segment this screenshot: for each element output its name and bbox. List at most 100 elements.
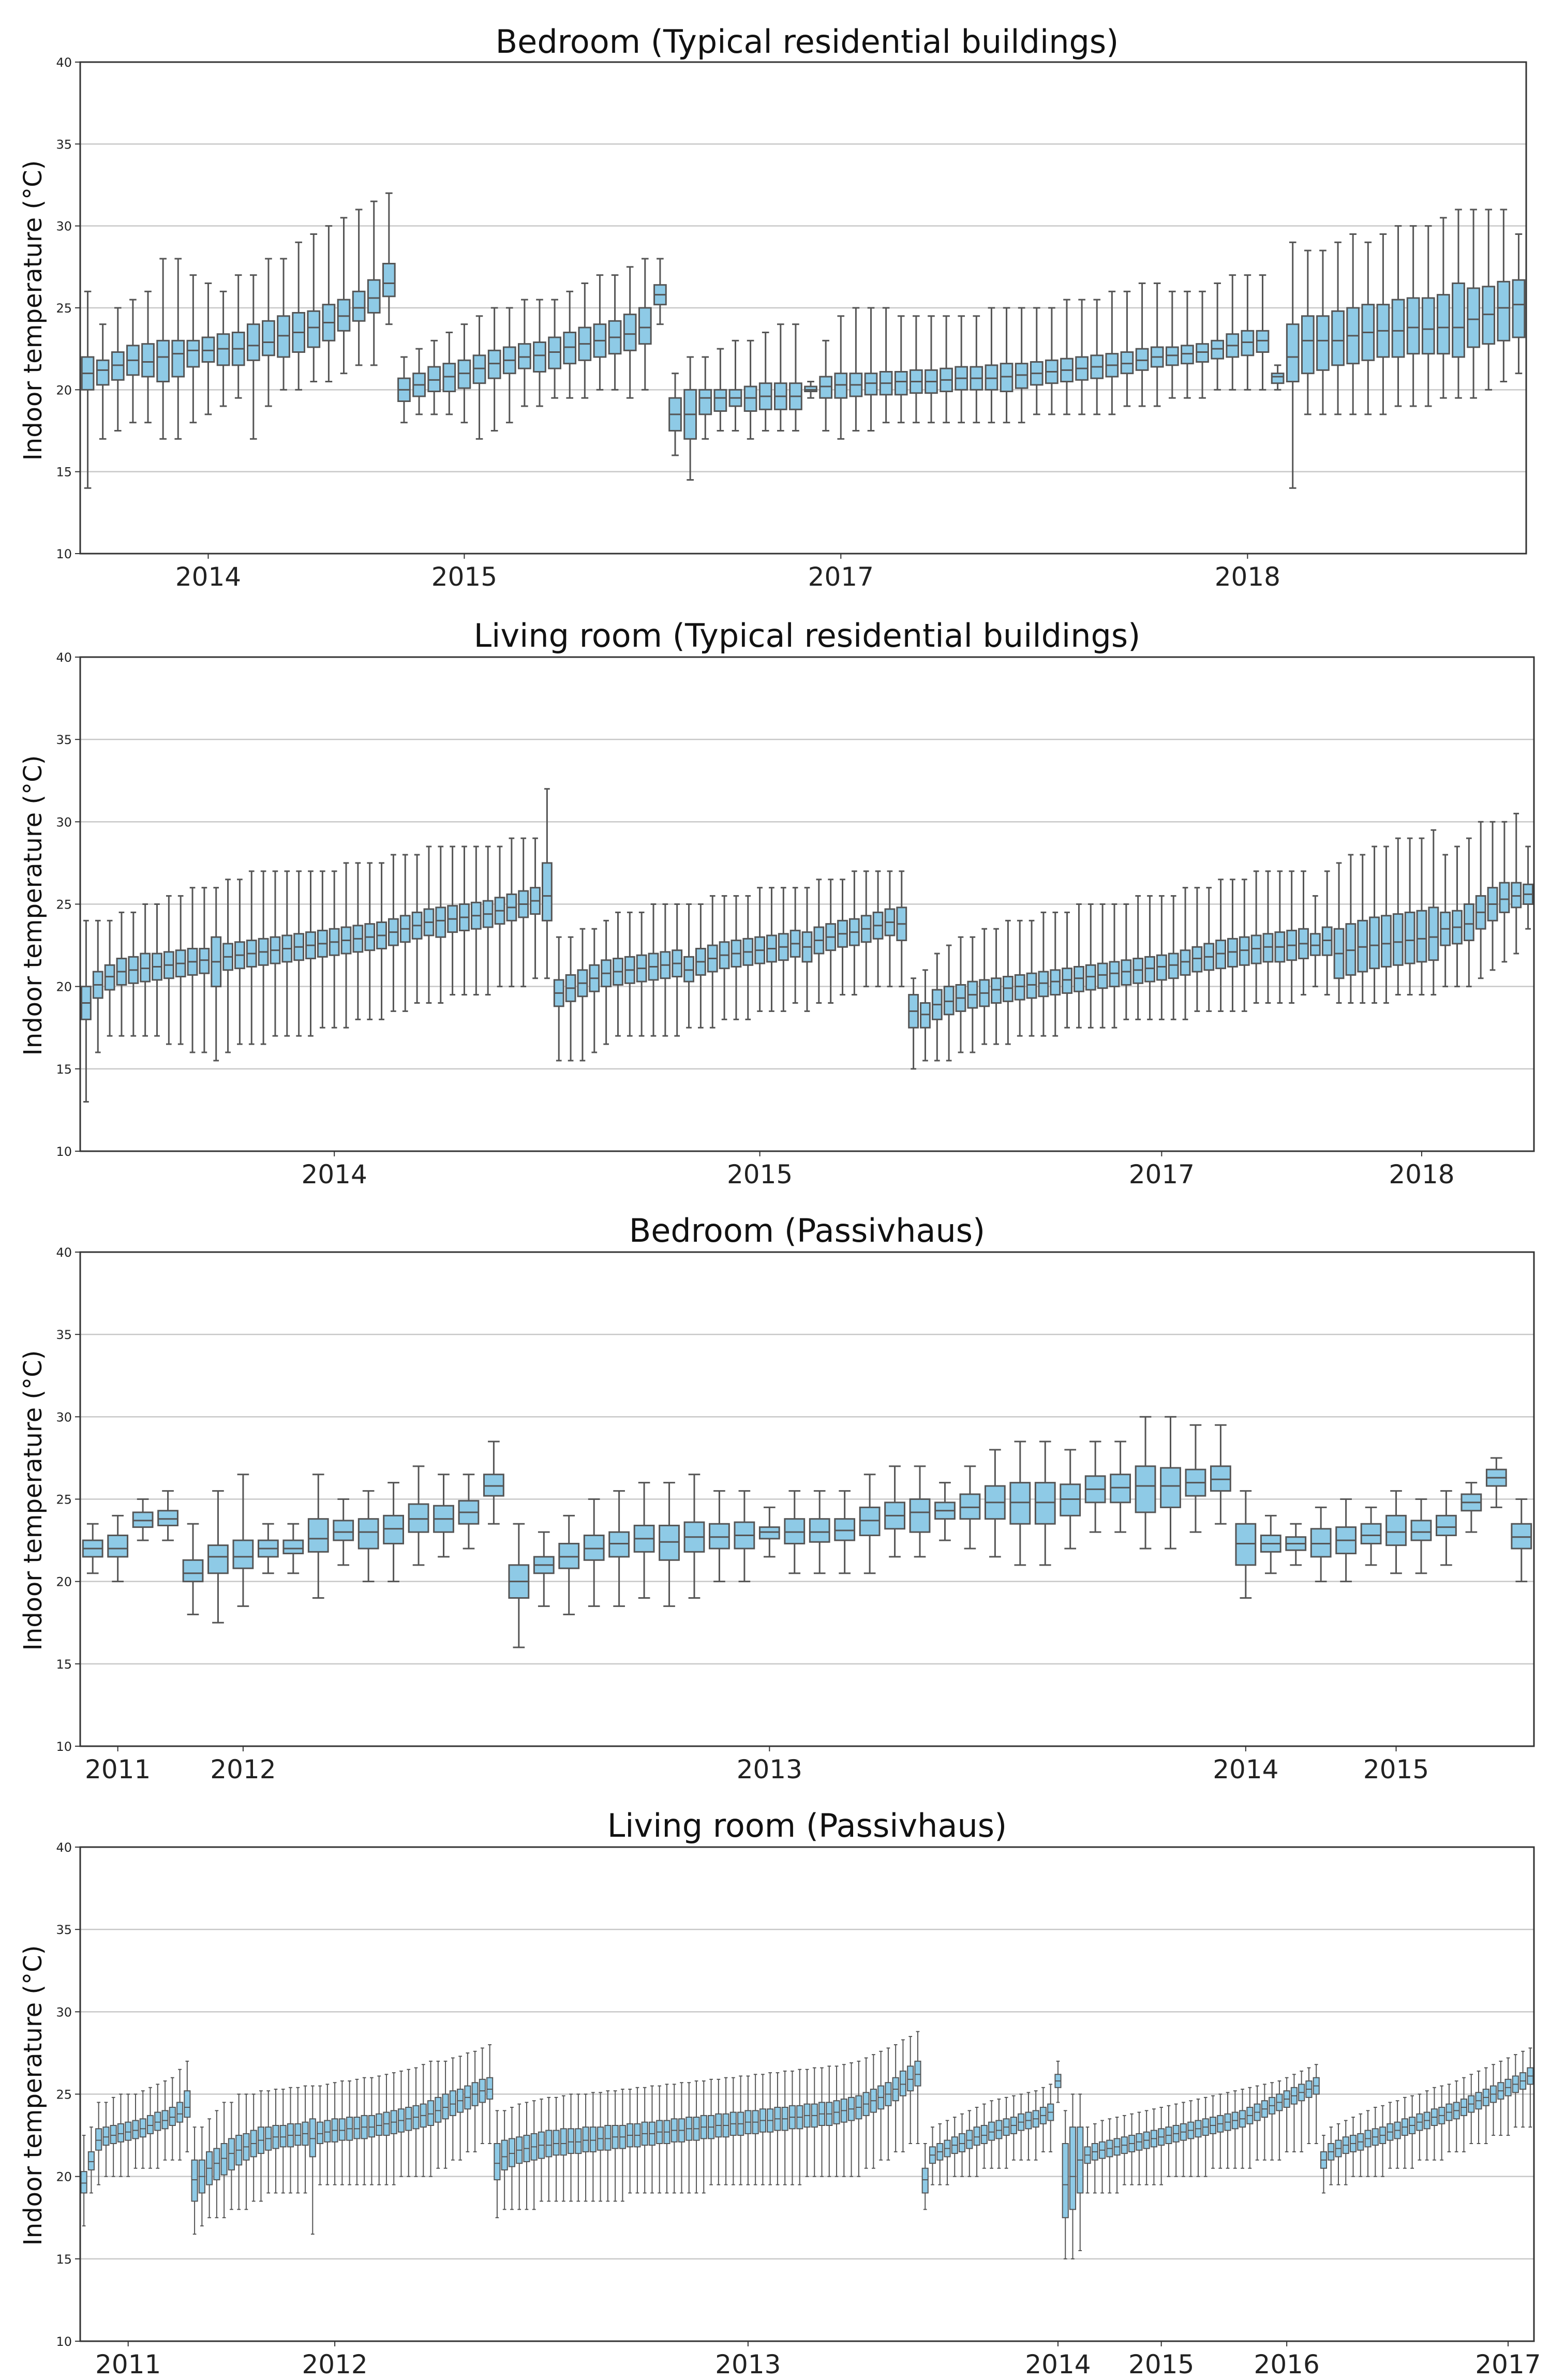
box [558, 1542, 580, 1569]
box-plot [722, 2077, 729, 2185]
box-plot [1239, 879, 1250, 1012]
box [560, 2128, 567, 2156]
box-plot [1313, 2064, 1320, 2144]
box-plot [767, 2072, 774, 2185]
box-plot [1392, 837, 1404, 996]
box-plot [758, 1506, 780, 1558]
box-plot [719, 895, 730, 1020]
box-plot [502, 307, 516, 424]
box-plot [232, 1474, 254, 1607]
box-plot [1009, 1440, 1031, 1566]
box [383, 1514, 404, 1544]
box-plot [685, 2082, 693, 2194]
x-tick-label: 2016 [1254, 2349, 1320, 2379]
box-plot [789, 323, 802, 432]
box [1241, 330, 1255, 356]
box-plot [583, 1498, 605, 1607]
box-plot [307, 233, 321, 382]
box-plot [970, 315, 983, 424]
box-plot [1482, 2067, 1489, 2144]
box-plot [486, 2044, 494, 2144]
box [107, 1535, 129, 1558]
box-plot [604, 2090, 612, 2202]
box-plot [265, 2090, 272, 2194]
box-plot [1261, 2084, 1268, 2161]
box-plot [648, 903, 659, 1037]
box-plot [1180, 887, 1191, 1020]
box-plot [804, 381, 817, 399]
box [1120, 351, 1134, 375]
box-plot [538, 2099, 545, 2202]
box-plot [132, 2093, 139, 2169]
box [914, 2060, 921, 2087]
box-plot [530, 837, 541, 979]
box-plot [818, 2067, 826, 2177]
x-tick-label: 2015 [1363, 1754, 1429, 1784]
y-axis-label: Indoor temperature (°C) [19, 755, 48, 1056]
box [1215, 940, 1227, 970]
box-plot [1144, 895, 1155, 1020]
box-plot [1364, 2110, 1372, 2177]
box-plot [161, 2080, 169, 2161]
box-plot [1504, 2057, 1512, 2136]
box-plot [207, 1490, 229, 1624]
box-plot [1379, 2105, 1387, 2177]
box [191, 2159, 198, 2202]
box [435, 2096, 442, 2123]
box [1085, 964, 1096, 991]
box [501, 2139, 508, 2170]
box [1014, 974, 1025, 1001]
box-plot [220, 2102, 228, 2219]
box-plot [907, 2036, 914, 2144]
box-plot [1090, 299, 1104, 415]
box-plot [1215, 879, 1227, 1012]
box-plot [81, 919, 92, 1103]
box-plot [1098, 2120, 1106, 2194]
box-plot [1109, 903, 1120, 1029]
y-tick-label: 15 [56, 465, 72, 480]
box-plot [1335, 1498, 1357, 1583]
box-plot [1246, 2087, 1254, 2169]
box-plot [1074, 903, 1084, 1029]
box-plot [494, 2110, 501, 2219]
box-plot [333, 1498, 354, 1566]
box [899, 2070, 906, 2096]
box-plot [870, 2054, 877, 2169]
box [132, 1511, 154, 1528]
box-plot [773, 323, 787, 432]
box-plot [1239, 2088, 1246, 2169]
box-plot [1487, 821, 1498, 971]
box-plot [293, 870, 305, 1037]
box-plot [698, 356, 712, 440]
box-plot [734, 1490, 755, 1583]
box-plot [1286, 870, 1298, 1004]
box [1235, 1523, 1257, 1566]
box-plot [955, 315, 968, 424]
box-plot [837, 879, 848, 996]
box-plot [132, 1498, 154, 1541]
box-plot [613, 911, 623, 1037]
box [125, 2121, 132, 2141]
box [1392, 913, 1404, 966]
box [1301, 315, 1315, 375]
box-plot [683, 903, 694, 1029]
box-plot [894, 315, 908, 424]
box-plot [1428, 829, 1439, 996]
box-plot [1333, 862, 1345, 1004]
box-plot [849, 307, 863, 432]
box [1416, 910, 1427, 963]
box-plot [435, 845, 446, 1004]
box-plot [201, 282, 215, 415]
box-plot [104, 919, 115, 1037]
box-plot [235, 2093, 243, 2210]
chart-title: Living room (Typical residential buildin… [474, 617, 1141, 654]
box-plot [412, 2067, 420, 2177]
box [95, 2128, 102, 2151]
box-plot [936, 2123, 944, 2185]
box-plot [648, 2085, 656, 2194]
box-plot [433, 1474, 454, 1558]
box-plot [984, 1449, 1006, 1558]
box [1256, 330, 1270, 353]
box [1385, 1514, 1407, 1546]
box-plot [533, 299, 546, 407]
